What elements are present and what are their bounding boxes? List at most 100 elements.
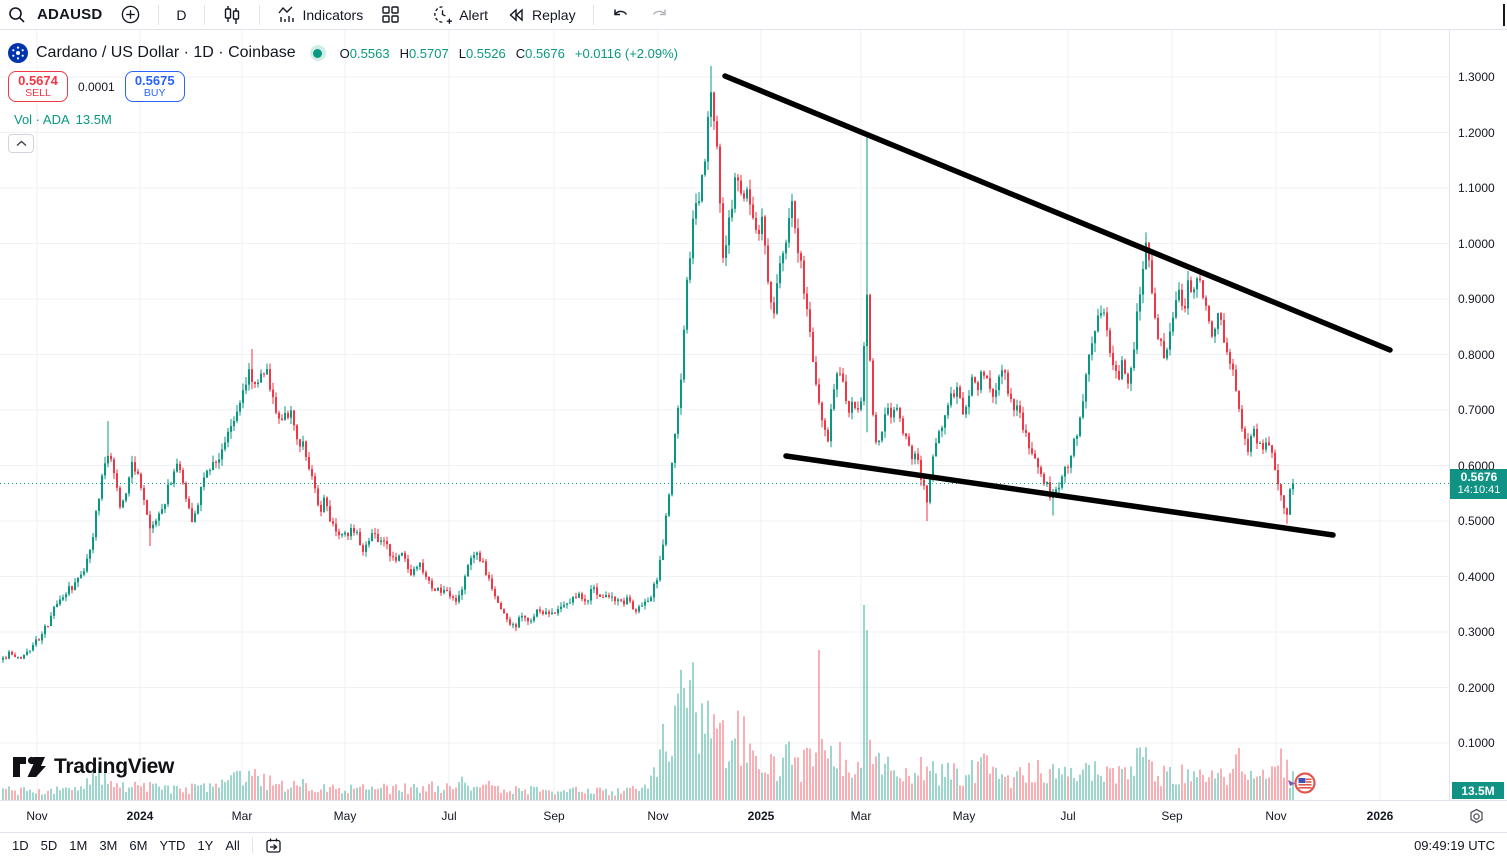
price-axis-label: 0.5000 bbox=[1458, 514, 1495, 529]
session-clock[interactable]: 09:49:19 UTC bbox=[1414, 837, 1495, 853]
buy-price: 0.5675 bbox=[134, 72, 175, 88]
time-axis-label: Jul bbox=[1060, 809, 1076, 823]
bottom-toolbar: 1D 5D 1M 3M 6M YTD 1Y All 09:49:19 UTC bbox=[0, 832, 1507, 857]
price-axis-label: 0.7000 bbox=[1458, 403, 1495, 418]
price-axis-label: 0.2000 bbox=[1458, 680, 1495, 695]
bar-countdown: 14:10:41 bbox=[1457, 484, 1501, 497]
search-icon[interactable] bbox=[8, 6, 26, 24]
time-axis-label: May bbox=[333, 809, 357, 823]
symbol-search-button[interactable]: ADAUSD bbox=[37, 6, 103, 23]
time-axis-label: Sep bbox=[543, 809, 565, 823]
high-value: 0.5707 bbox=[408, 45, 449, 61]
sell-price: 0.5674 bbox=[18, 72, 58, 88]
tradingview-logo-icon bbox=[13, 756, 46, 777]
order-panel: 0.5674 SELL 0.0001 0.5675 BUY bbox=[8, 71, 185, 102]
time-axis-label: Nov bbox=[1265, 809, 1287, 823]
change-value: +0.0116 (+2.09%) bbox=[574, 45, 678, 61]
time-axis-label: Mar bbox=[231, 809, 253, 823]
low-value: 0.5526 bbox=[465, 45, 506, 61]
volume-axis-badge: 13.5M bbox=[1452, 782, 1504, 799]
alert-label: Alert bbox=[459, 6, 488, 23]
price-axis-label: 0.6000 bbox=[1458, 458, 1495, 473]
price-axis-label: 1.1000 bbox=[1458, 181, 1495, 196]
tradingview-watermark: TradingView bbox=[12, 754, 174, 780]
toolbar-separator bbox=[251, 837, 253, 853]
price-axis-label: 0.3000 bbox=[1458, 625, 1495, 640]
interval-button[interactable]: D bbox=[176, 6, 187, 23]
watermark-text: TradingView bbox=[54, 755, 175, 778]
undo-icon[interactable] bbox=[604, 2, 638, 28]
replay-rewind-icon bbox=[506, 5, 526, 25]
cursor-pointer-icon bbox=[1288, 780, 1295, 786]
time-axis-label: Nov bbox=[647, 809, 669, 823]
grid-lines bbox=[0, 30, 1449, 800]
indicators-button[interactable]: Indicators bbox=[270, 2, 371, 28]
time-axis-label: Nov bbox=[26, 809, 48, 823]
price-axis-label: 1.3000 bbox=[1458, 70, 1495, 85]
price-axis-label: 0.1000 bbox=[1458, 736, 1495, 751]
volume-value: 13.5M bbox=[75, 112, 112, 127]
range-ytd-button[interactable]: YTD bbox=[159, 837, 186, 853]
compare-add-symbol-icon[interactable] bbox=[113, 1, 148, 28]
chevron-up-icon bbox=[16, 140, 26, 147]
chart-style-icon[interactable] bbox=[215, 2, 249, 28]
candles bbox=[2, 65, 1294, 663]
toolbar-separator bbox=[158, 4, 160, 25]
alert-button[interactable]: Alert bbox=[425, 1, 495, 28]
price-axis-label: 1.0000 bbox=[1458, 236, 1495, 251]
close-value: 0.5676 bbox=[525, 45, 565, 61]
volume-label: Vol · ADA bbox=[14, 112, 70, 127]
replay-button[interactable]: Replay bbox=[499, 2, 583, 28]
sell-button[interactable]: 0.5674 SELL bbox=[8, 71, 68, 102]
volume-bars bbox=[2, 605, 1294, 800]
current-price-badge: 0.5676 14:10:41 bbox=[1450, 468, 1507, 499]
go-to-date-icon[interactable] bbox=[259, 835, 288, 856]
time-axis-label: 2026 bbox=[1366, 809, 1394, 823]
indicators-icon bbox=[277, 5, 297, 25]
price-axis[interactable]: 0.5676 14:10:41 13.5M 1.3000 1.2000 1.1000… bbox=[1449, 30, 1507, 800]
volume-indicator-row: Vol · ADA 13.5M bbox=[8, 112, 112, 127]
market-status-icon[interactable] bbox=[309, 45, 326, 61]
symbol-title: Cardano / US Dollar · 1D · Coinbase bbox=[36, 44, 296, 61]
range-1y-button[interactable]: 1Y bbox=[197, 837, 214, 853]
price-axis-label: 0.8000 bbox=[1458, 347, 1495, 362]
spread-value: 0.0001 bbox=[78, 79, 115, 94]
right-panel-edge bbox=[1503, 4, 1505, 26]
toolbar-separator bbox=[258, 4, 260, 25]
range-3m-button[interactable]: 3M bbox=[99, 837, 118, 853]
open-value: 0.5563 bbox=[349, 45, 390, 61]
symbol-header[interactable]: Cardano / US Dollar · 1D · Coinbase O0.5… bbox=[8, 43, 678, 63]
time-axis-label: 2025 bbox=[747, 809, 775, 823]
range-1m-button[interactable]: 1M bbox=[69, 837, 88, 853]
time-axis-label: 2024 bbox=[126, 809, 154, 823]
trendline-lower-support[interactable] bbox=[783, 453, 1336, 538]
time-axis-label: Sep bbox=[1161, 809, 1183, 823]
time-axis-label: May bbox=[952, 809, 976, 823]
chart-region: Cardano / US Dollar · 1D · Coinbase O0.5… bbox=[0, 30, 1449, 800]
toolbar-separator bbox=[592, 4, 594, 25]
time-axis-label: Jul bbox=[441, 809, 457, 823]
time-axis-settings-icon[interactable] bbox=[1468, 808, 1485, 830]
price-axis-label: 0.4000 bbox=[1458, 569, 1495, 584]
price-chart-canvas[interactable] bbox=[0, 30, 1449, 800]
price-axis-label: 1.2000 bbox=[1458, 125, 1495, 140]
range-6m-button[interactable]: 6M bbox=[129, 837, 148, 853]
indicators-label: Indicators bbox=[302, 6, 364, 23]
trendline-upper-resistance[interactable] bbox=[722, 73, 1393, 353]
price-axis-label: 0.9000 bbox=[1458, 292, 1495, 307]
ohlc-values: O0.5563 H0.5707 L0.5526 C0.5676 +0.0116 … bbox=[339, 45, 678, 61]
buy-button[interactable]: 0.5675 BUY bbox=[124, 71, 185, 102]
cardano-logo-icon bbox=[8, 43, 28, 63]
range-1d-button[interactable]: 1D bbox=[12, 837, 29, 853]
redo-icon[interactable] bbox=[642, 2, 676, 28]
indicator-templates-icon[interactable] bbox=[374, 2, 407, 27]
range-5d-button[interactable]: 5D bbox=[40, 837, 58, 853]
replay-label: Replay bbox=[532, 6, 576, 23]
economic-event-marker[interactable] bbox=[1286, 770, 1316, 796]
alert-clock-icon bbox=[432, 4, 453, 25]
range-all-button[interactable]: All bbox=[225, 837, 240, 853]
collapse-panel-button[interactable] bbox=[8, 134, 34, 153]
time-axis[interactable]: Nov 2024 Mar May Jul Sep Nov 2025 Mar May Jul Sep No… bbox=[0, 800, 1507, 832]
toolbar-separator bbox=[203, 4, 205, 25]
